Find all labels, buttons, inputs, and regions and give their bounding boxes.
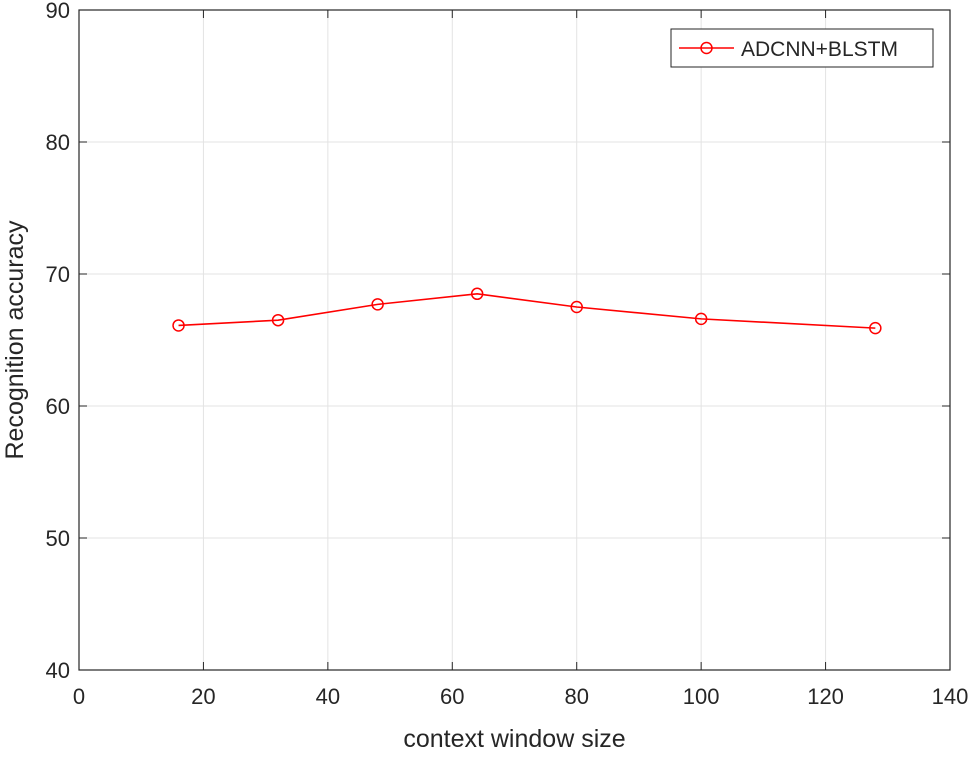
- x-tick-label: 100: [683, 684, 720, 709]
- series-layer: [172, 287, 882, 335]
- x-tick-labels: 0 20 40 60 80 100 120 140: [73, 684, 968, 709]
- plot-frame: [78, 9, 951, 671]
- y-tick-label: 80: [46, 130, 70, 155]
- y-axis-title: Recognition accuracy: [1, 220, 29, 460]
- data-point: [371, 298, 384, 311]
- y-tick-label: 70: [46, 262, 70, 287]
- legend: ADCNN+BLSTM: [670, 28, 934, 68]
- series-line: [178, 292, 876, 329]
- y-tick-label: 60: [46, 394, 70, 419]
- x-tick-label: 80: [564, 684, 588, 709]
- legend-marker-circle: [700, 41, 713, 55]
- y-tick-label: 40: [46, 658, 70, 683]
- x-tick-label: 20: [191, 684, 215, 709]
- x-tick-label: 140: [932, 684, 969, 709]
- x-tick-label: 120: [807, 684, 844, 709]
- grid-lines: [79, 10, 950, 670]
- y-tick-labels: 40 50 60 70 80 90: [46, 0, 70, 683]
- data-point: [570, 300, 583, 314]
- x-tick-label: 60: [440, 684, 464, 709]
- data-point: [271, 313, 285, 327]
- data-point: [470, 287, 484, 301]
- data-point: [694, 312, 708, 326]
- data-point: [172, 319, 185, 332]
- y-tick-label: 90: [46, 0, 70, 23]
- x-axis-title: context window size: [403, 725, 625, 753]
- legend-label: ADCNN+BLSTM: [741, 38, 898, 61]
- plot-area: [79, 10, 950, 670]
- data-point: [869, 321, 882, 335]
- x-tick-label: 0: [73, 684, 85, 709]
- y-tick-label: 50: [46, 526, 70, 551]
- x-tick-label: 40: [316, 684, 340, 709]
